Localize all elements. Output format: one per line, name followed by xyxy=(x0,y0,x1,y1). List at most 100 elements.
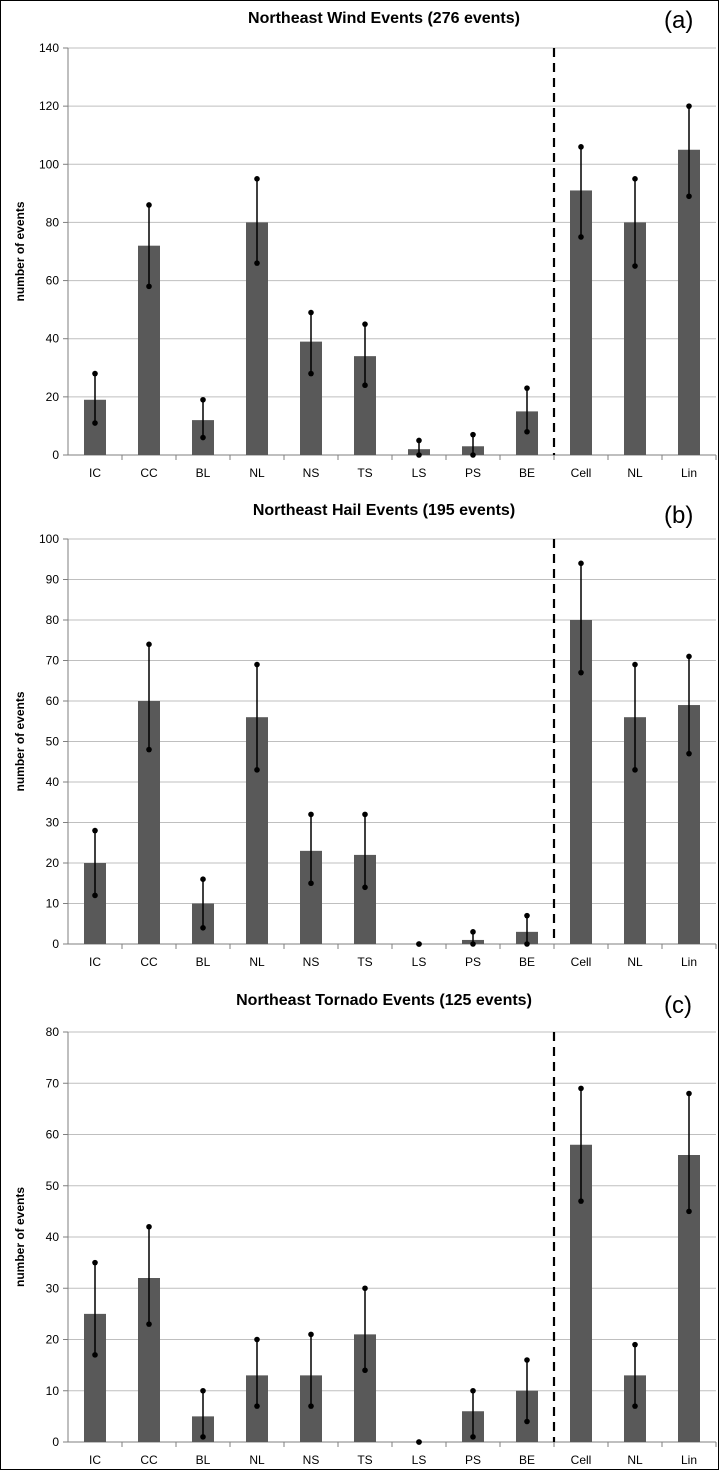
y-tick-label: 70 xyxy=(46,654,60,668)
error-bar-cap-high xyxy=(254,1336,260,1343)
error-bar-cap-low xyxy=(578,669,584,676)
y-axis-label: number of events xyxy=(13,201,27,301)
x-tick-label: NL xyxy=(627,1453,643,1467)
error-bar-cap-low xyxy=(524,1418,530,1425)
x-tick-label: BE xyxy=(519,466,535,480)
x-tick-label: Cell xyxy=(571,466,592,480)
bar-cc xyxy=(138,1278,160,1442)
x-tick-label: BL xyxy=(196,466,211,480)
y-tick-label: 60 xyxy=(46,694,60,708)
chart-title: Northeast Wind Events (276 events) xyxy=(248,10,520,27)
y-tick-label: 100 xyxy=(39,157,59,171)
y-tick-label: 30 xyxy=(46,816,60,830)
error-bar-cap-low xyxy=(470,941,476,947)
x-tick-label: LS xyxy=(412,955,427,969)
y-axis-label: number of events xyxy=(13,1187,27,1287)
x-tick-label: Lin xyxy=(681,466,697,480)
x-tick-label: NS xyxy=(303,1453,320,1467)
error-bar-cap-high xyxy=(308,309,314,316)
error-bar-cap-low xyxy=(254,260,260,266)
error-bar-cap-low xyxy=(200,925,206,931)
x-tick-label: Cell xyxy=(571,1453,592,1467)
x-tick-label: Lin xyxy=(681,1453,697,1467)
y-tick-label: 120 xyxy=(39,99,59,113)
bar-nl xyxy=(624,222,646,455)
y-tick-label: 60 xyxy=(46,274,60,288)
y-tick-label: 20 xyxy=(46,856,60,870)
error-bar-cap-high xyxy=(146,641,152,648)
bar-ts xyxy=(354,356,376,455)
y-tick-label: 90 xyxy=(46,573,60,587)
error-bar-cap-low xyxy=(254,1403,260,1409)
chart-title: Northeast Hail Events (195 events) xyxy=(253,502,515,519)
x-tick-label: NL xyxy=(627,955,643,969)
error-bar-cap-low xyxy=(362,382,368,389)
y-tick-label: 10 xyxy=(46,1384,60,1398)
error-bar-cap-high xyxy=(308,1331,314,1338)
error-bar-cap-high xyxy=(92,1259,98,1266)
error-bar-cap-low xyxy=(92,1352,98,1358)
bar-ts xyxy=(354,1334,376,1442)
error-bar-cap-low xyxy=(146,1321,152,1327)
bar-lin xyxy=(678,149,700,455)
y-tick-label: 0 xyxy=(52,1435,59,1449)
error-bar-cap-low xyxy=(146,746,152,753)
error-bar-cap-low xyxy=(686,193,692,200)
error-bar-cap-low xyxy=(578,1198,584,1204)
bar-nl xyxy=(246,222,268,455)
bar-cc xyxy=(138,245,160,455)
panel-label: (a) xyxy=(664,7,693,34)
y-tick-label: 50 xyxy=(46,1179,60,1193)
bar-cell xyxy=(570,1144,592,1442)
error-bar-cap-low xyxy=(632,767,638,773)
chart-panel-1: Northeast Wind Events (276 events) (a) 0 20… xyxy=(13,7,717,480)
bar-nl xyxy=(246,717,268,944)
error-bar-cap-high xyxy=(146,1223,152,1230)
error-bar-cap-low xyxy=(686,1208,692,1215)
x-tick-label: TS xyxy=(357,466,372,480)
x-tick-label: CC xyxy=(140,955,158,969)
error-bar-cap-low xyxy=(362,1367,368,1374)
y-tick-label: 40 xyxy=(46,775,60,789)
error-bar-cap-high xyxy=(362,321,368,327)
error-bar-cap-high xyxy=(362,1285,368,1292)
chart-panel-3: Northeast Tornado Events (125 events) (c)… xyxy=(13,992,717,1467)
x-tick-label: BE xyxy=(519,955,535,969)
y-tick-label: 20 xyxy=(46,390,60,404)
x-tick-label: IC xyxy=(89,955,101,969)
panel-label: (b) xyxy=(664,502,693,529)
error-bar-cap-high xyxy=(632,661,638,668)
x-tick-label: BL xyxy=(196,1453,211,1467)
error-bar-cap-high xyxy=(470,929,476,935)
x-tick-label: NS xyxy=(303,955,320,969)
y-tick-label: 40 xyxy=(46,332,60,346)
y-tick-label: 60 xyxy=(46,1128,60,1142)
error-bar-cap-high xyxy=(92,827,98,834)
error-bar-cap-low xyxy=(92,892,98,899)
bar-nl xyxy=(624,717,646,944)
y-tick-label: 0 xyxy=(52,937,59,951)
error-bar-cap-high xyxy=(200,876,206,882)
error-bar-cap-low xyxy=(578,234,584,240)
x-tick-label: CC xyxy=(140,466,158,480)
x-tick-label: IC xyxy=(89,466,101,480)
error-bar-cap-low xyxy=(92,420,98,426)
error-bar-cap-high xyxy=(686,1090,692,1097)
bar-ic xyxy=(84,1313,106,1442)
error-bar-cap-low xyxy=(308,370,314,377)
error-bar-cap-low xyxy=(362,884,368,891)
chart-panel-2: Northeast Hail Events (195 events) (b) 0 10… xyxy=(13,502,717,969)
error-bar-cap-low xyxy=(308,1403,314,1409)
error-bar-cap-low xyxy=(632,263,638,269)
error-bar-cap-low xyxy=(632,1403,638,1409)
y-tick-label: 50 xyxy=(46,735,60,749)
x-tick-label: NL xyxy=(249,466,265,480)
error-bar-cap-low xyxy=(146,283,152,290)
x-tick-label: PS xyxy=(465,1453,481,1467)
x-tick-label: NL xyxy=(627,466,643,480)
x-tick-label: BE xyxy=(519,1453,535,1467)
error-bar-cap-high xyxy=(470,431,476,438)
y-tick-label: 100 xyxy=(39,532,59,546)
error-bar-cap-low xyxy=(416,452,422,458)
